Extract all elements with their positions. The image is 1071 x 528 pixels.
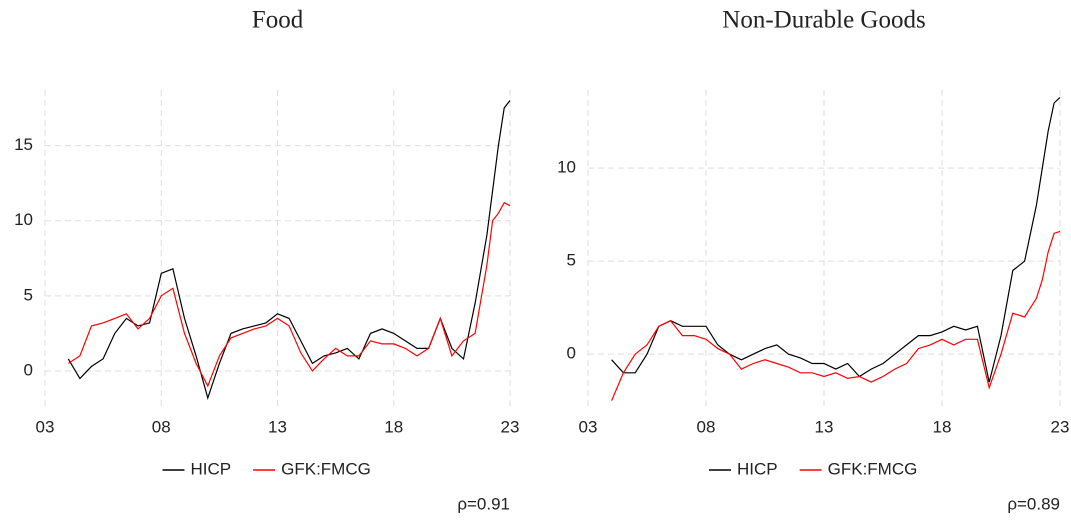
y-tick-label: 10	[14, 210, 33, 229]
chart-title: Food	[252, 7, 304, 34]
annotation: ρ=0.89	[1007, 494, 1060, 513]
legend-label: GFK:FMCG	[828, 459, 918, 478]
x-tick-label: 08	[697, 417, 716, 436]
data-line	[611, 96, 1061, 383]
x-tick-label: 13	[268, 417, 287, 436]
x-tick-label: 08	[152, 417, 171, 436]
x-tick-label: 03	[579, 417, 598, 436]
x-tick-label: 18	[384, 417, 403, 436]
data-line	[67, 201, 511, 388]
y-tick-label: 0	[24, 360, 33, 379]
y-tick-label: 5	[24, 285, 33, 304]
x-tick-label: 23	[501, 417, 520, 436]
y-tick-label: 10	[557, 158, 576, 177]
data-line	[611, 230, 1061, 401]
legend-label: HICP	[191, 459, 232, 478]
x-tick-label: 18	[933, 417, 952, 436]
x-tick-label: 13	[815, 417, 834, 436]
data-line	[67, 100, 511, 401]
y-tick-label: 15	[14, 135, 33, 154]
x-tick-label: 03	[36, 417, 55, 436]
x-tick-label: 23	[1051, 417, 1070, 436]
y-tick-label: 0	[567, 344, 576, 363]
y-tick-label: 5	[567, 251, 576, 270]
annotation: ρ=0.91	[457, 494, 510, 513]
legend-label: HICP	[737, 459, 778, 478]
chart-title: Non-Durable Goods	[722, 7, 925, 34]
legend-label: GFK:FMCG	[281, 459, 371, 478]
